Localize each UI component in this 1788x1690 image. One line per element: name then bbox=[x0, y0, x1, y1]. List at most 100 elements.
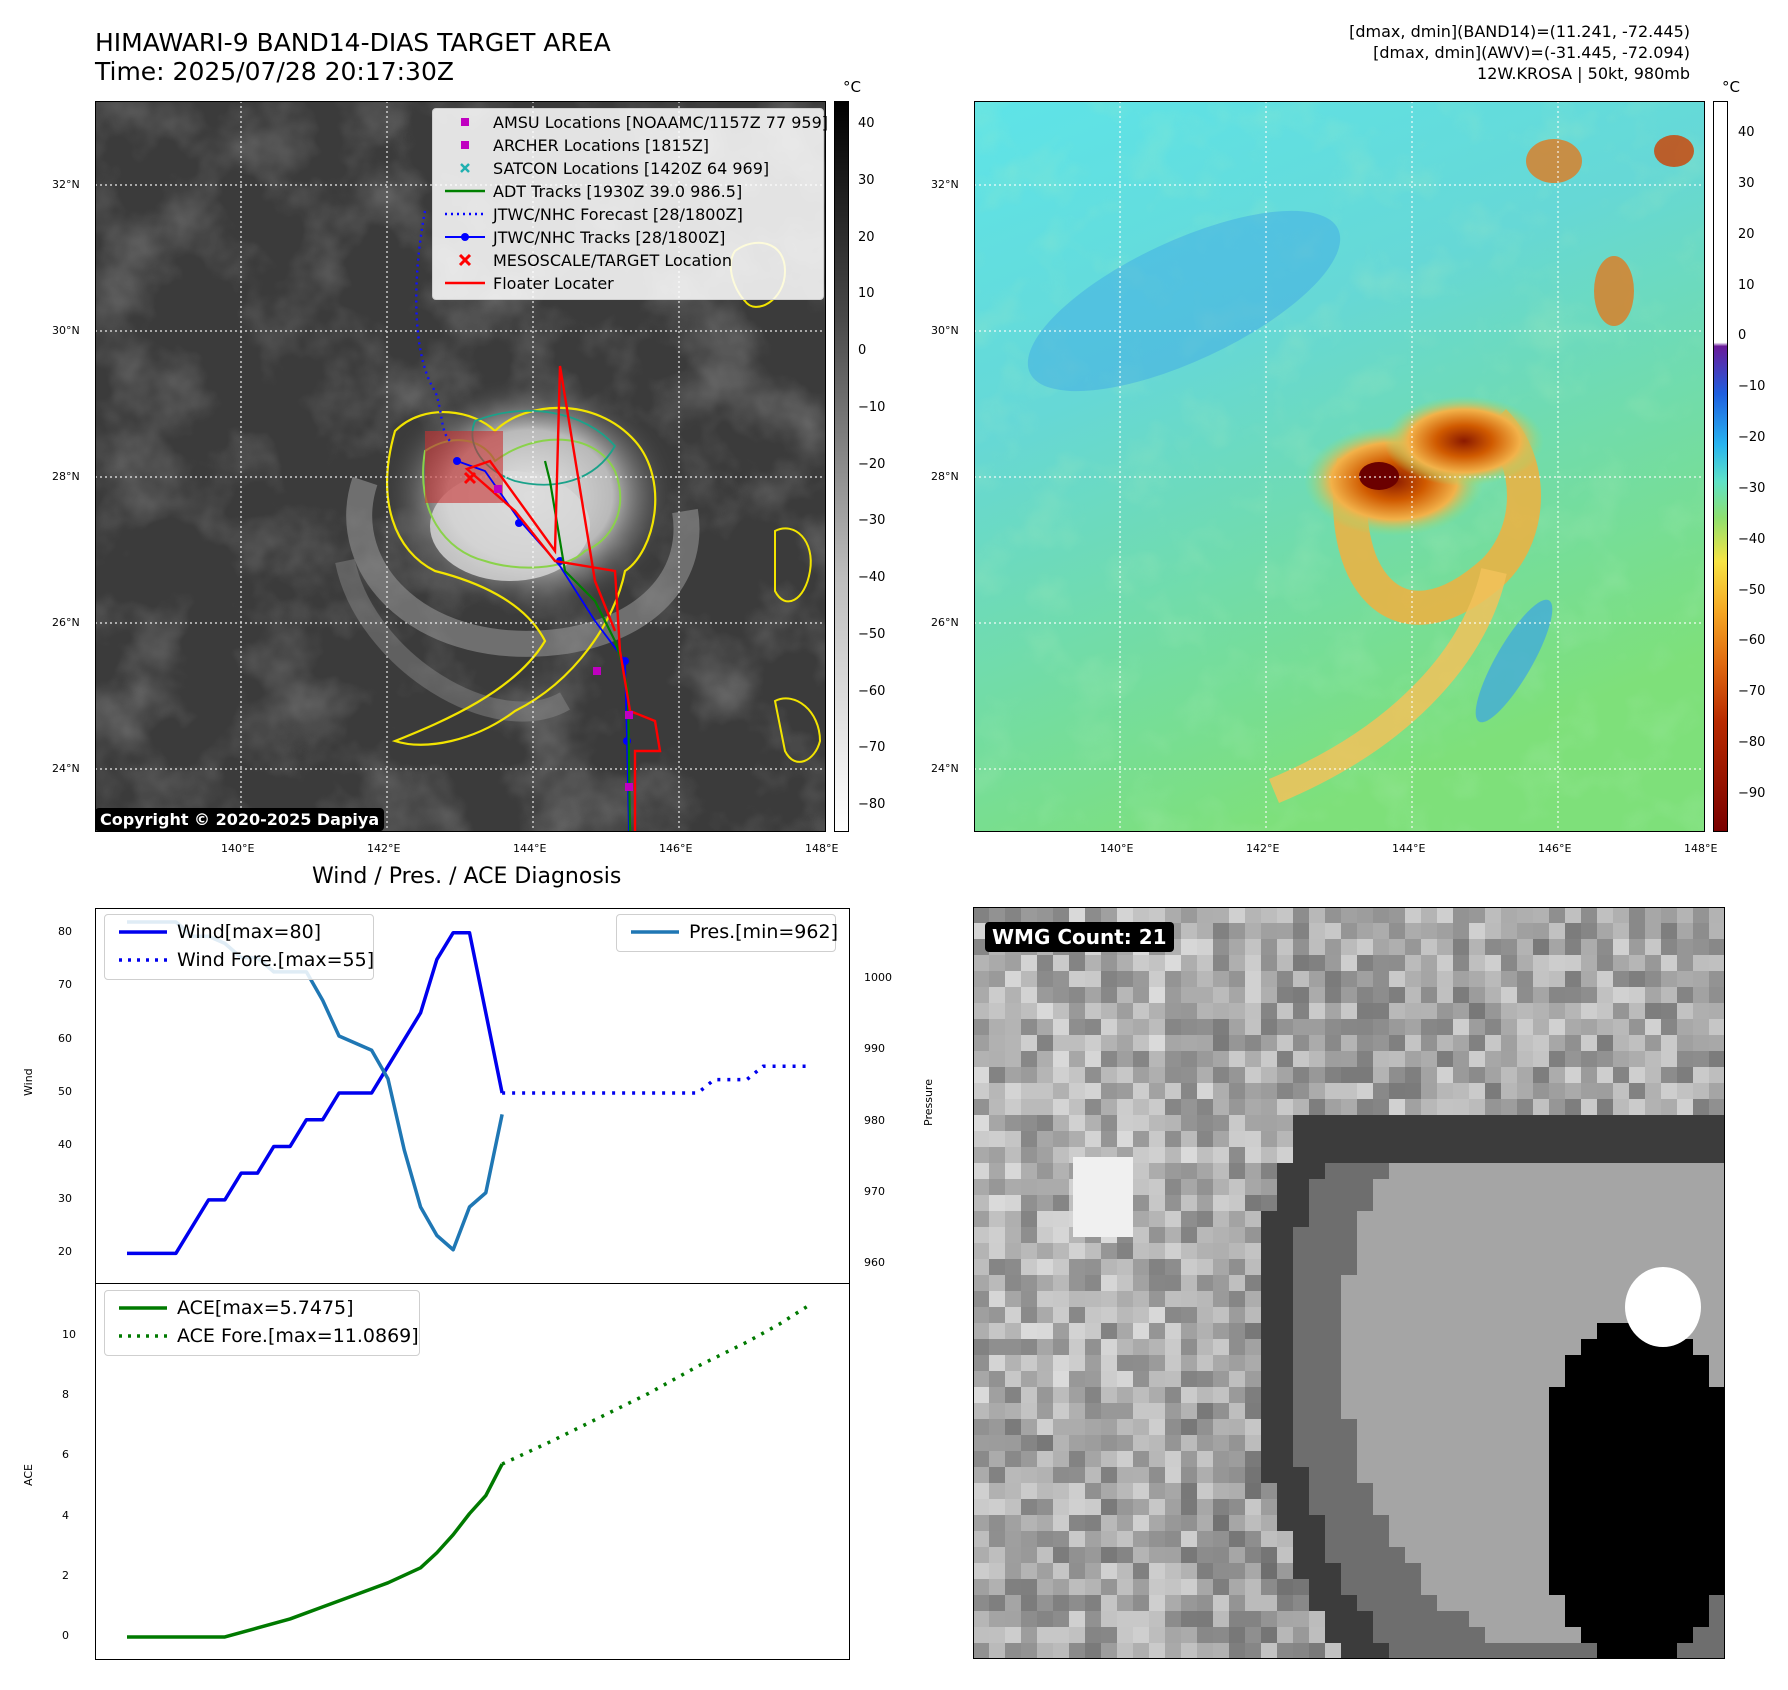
wv-colorbar bbox=[1713, 101, 1728, 832]
lon-label: 144°E bbox=[513, 842, 547, 855]
ace-series-line-1 bbox=[501, 1301, 813, 1466]
figure-title: HIMAWARI-9 BAND14-DIAS TARGET AREA bbox=[95, 28, 611, 57]
wmg-bright-patch bbox=[1073, 1157, 1133, 1237]
wmg-pixel-grid bbox=[973, 907, 1725, 1659]
wind-tick-label: 50 bbox=[58, 1085, 72, 1098]
lat-label: 24°N bbox=[931, 762, 959, 775]
colorbar-tick-label: 40 bbox=[1738, 125, 1755, 140]
legend-item-floater: Floater Locater bbox=[445, 273, 614, 293]
colorbar-tick-label: 0 bbox=[858, 343, 867, 358]
wind-tick-label: 60 bbox=[58, 1031, 72, 1045]
legend-item-ace: ACE[max=5.7475] bbox=[119, 1297, 354, 1319]
colorbar-tick-label: −50 bbox=[1738, 582, 1766, 598]
legend-item-amsu: AMSU Locations [NOAAMC/1157Z 77 959] bbox=[445, 111, 828, 133]
wind-tick-label: 30 bbox=[58, 1191, 72, 1205]
ace-axis-label: ACE bbox=[22, 1464, 35, 1486]
colorbar-tick-label: −40 bbox=[1738, 531, 1766, 547]
colorbar-tick-label: −10 bbox=[1738, 379, 1766, 395]
lon-label: 144°E bbox=[1392, 842, 1426, 855]
legend-item-ace-forecast: ACE Fore.[max=11.0869] bbox=[119, 1325, 419, 1347]
wind-axis-label: Wind bbox=[22, 1068, 35, 1096]
diagnosis-title: Wind / Pres. / ACE Diagnosis bbox=[312, 864, 622, 889]
lon-label: 146°E bbox=[659, 842, 693, 855]
lon-label: 142°E bbox=[367, 842, 401, 855]
colorbar-tick-label: −80 bbox=[858, 797, 886, 812]
lat-label: 26°N bbox=[931, 616, 959, 629]
lat-label: 32°N bbox=[931, 178, 959, 191]
ace-series-line-0 bbox=[127, 1463, 504, 1639]
legend-item-pressure: Pres.[min=962] bbox=[631, 921, 838, 943]
ace-tick-label: 0 bbox=[62, 1628, 69, 1642]
colorbar-tick-label: −20 bbox=[1738, 430, 1766, 446]
lat-label: 32°N bbox=[52, 178, 80, 191]
colorbar-tick-label: 10 bbox=[1738, 277, 1755, 293]
colorbar-tick-label: −80 bbox=[1738, 735, 1766, 751]
lon-label: 140°E bbox=[1100, 842, 1134, 855]
copyright-badge: Copyright © 2020-2025 Dapiya bbox=[95, 808, 385, 831]
stats-awv: [dmax, dmin](AWV)=(-31.445, -72.094) bbox=[1373, 43, 1690, 62]
colorbar-tick-label: 40 bbox=[858, 116, 875, 131]
lat-label: 28°N bbox=[52, 470, 80, 483]
legend-item-target: MESOSCALE/TARGET Location bbox=[445, 249, 732, 271]
legend-item-archer: ARCHER Locations [1815Z] bbox=[445, 134, 709, 156]
legend-item-jtwc-tracks: JTWC/NHC Tracks [28/1800Z] bbox=[445, 226, 725, 248]
ir-colorbar-unit: °C bbox=[843, 78, 861, 96]
colorbar-tick-label: −60 bbox=[1738, 633, 1766, 649]
wind-tick-label: 40 bbox=[58, 1138, 72, 1152]
colorbar-tick-label: 20 bbox=[858, 229, 875, 245]
lon-label: 142°E bbox=[1246, 842, 1280, 855]
pressure-tick-label: 980 bbox=[864, 1113, 885, 1127]
legend-item-jtwc-forecast: JTWC/NHC Forecast [28/1800Z] bbox=[445, 204, 743, 224]
pressure-tick-label: 1000 bbox=[864, 971, 892, 984]
lat-label: 28°N bbox=[931, 470, 959, 483]
wmg-panel bbox=[973, 907, 1725, 1659]
wind-legend: Wind[max=80] Wind Fore.[max=55] bbox=[104, 914, 374, 980]
ir-legend: AMSU Locations [NOAAMC/1157Z 77 959] ARC… bbox=[432, 108, 828, 300]
pressure-tick-label: 990 bbox=[864, 1042, 885, 1056]
legend-item-satcon: SATCON Locations [1420Z 64 969] bbox=[445, 157, 769, 179]
lat-label: 24°N bbox=[52, 762, 80, 775]
legend-item-adt: ADT Tracks [1930Z 39.0 986.5] bbox=[445, 181, 743, 201]
colorbar-tick-label: −10 bbox=[858, 399, 886, 415]
ace-tick-label: 10 bbox=[62, 1328, 76, 1342]
colorbar-tick-label: −20 bbox=[858, 456, 886, 472]
legend-item-wind-forecast: Wind Fore.[max=55] bbox=[119, 949, 375, 971]
colorbar-tick-label: 30 bbox=[858, 172, 875, 188]
colorbar-tick-label: −90 bbox=[1738, 786, 1766, 801]
legend-item-wind: Wind[max=80] bbox=[119, 921, 322, 943]
colorbar-tick-label: −50 bbox=[858, 626, 886, 642]
lon-label: 148°E bbox=[805, 842, 839, 855]
storm-info: 12W.KROSA | 50kt, 980mb bbox=[1477, 64, 1690, 83]
ace-tick-label: 2 bbox=[62, 1568, 69, 1582]
colorbar-tick-label: −70 bbox=[858, 740, 886, 756]
wv-colorbar-unit: °C bbox=[1722, 78, 1740, 96]
wind-tick-label: 20 bbox=[58, 1245, 72, 1259]
figure-time: Time: 2025/07/28 20:17:30Z bbox=[95, 57, 454, 86]
wmg-white-spot bbox=[1625, 1267, 1701, 1347]
lat-label: 26°N bbox=[52, 616, 80, 629]
pressure-legend: Pres.[min=962] bbox=[616, 914, 838, 952]
wind-tick-label: 80 bbox=[58, 924, 72, 938]
wmg-count-badge: WMG Count: 21 bbox=[985, 922, 1174, 952]
wv-satellite-panel bbox=[974, 101, 1705, 832]
colorbar-tick-label: −40 bbox=[858, 570, 886, 585]
colorbar-tick-label: −30 bbox=[1738, 480, 1766, 496]
pressure-tick-label: 960 bbox=[864, 1256, 885, 1269]
ace-tick-label: 6 bbox=[62, 1448, 69, 1462]
ace-tick-label: 8 bbox=[62, 1388, 69, 1402]
ir-colorbar bbox=[834, 101, 849, 832]
stats-band14: [dmax, dmin](BAND14)=(11.241, -72.445) bbox=[1349, 22, 1690, 41]
lon-label: 148°E bbox=[1684, 842, 1718, 855]
wind-tick-label: 70 bbox=[58, 978, 72, 992]
lon-label: 146°E bbox=[1538, 842, 1572, 855]
lat-label: 30°N bbox=[52, 324, 80, 337]
colorbar-tick-label: 20 bbox=[1738, 226, 1755, 242]
colorbar-tick-label: −30 bbox=[858, 513, 886, 529]
lon-label: 140°E bbox=[221, 842, 255, 855]
colorbar-tick-label: −70 bbox=[1738, 684, 1766, 700]
ace-legend: ACE[max=5.7475] ACE Fore.[max=11.0869] bbox=[104, 1290, 420, 1356]
colorbar-tick-label: 0 bbox=[1738, 328, 1747, 344]
colorbar-tick-label: −60 bbox=[858, 683, 886, 699]
colorbar-tick-label: 10 bbox=[858, 286, 875, 302]
series-line-0 bbox=[127, 930, 504, 1256]
